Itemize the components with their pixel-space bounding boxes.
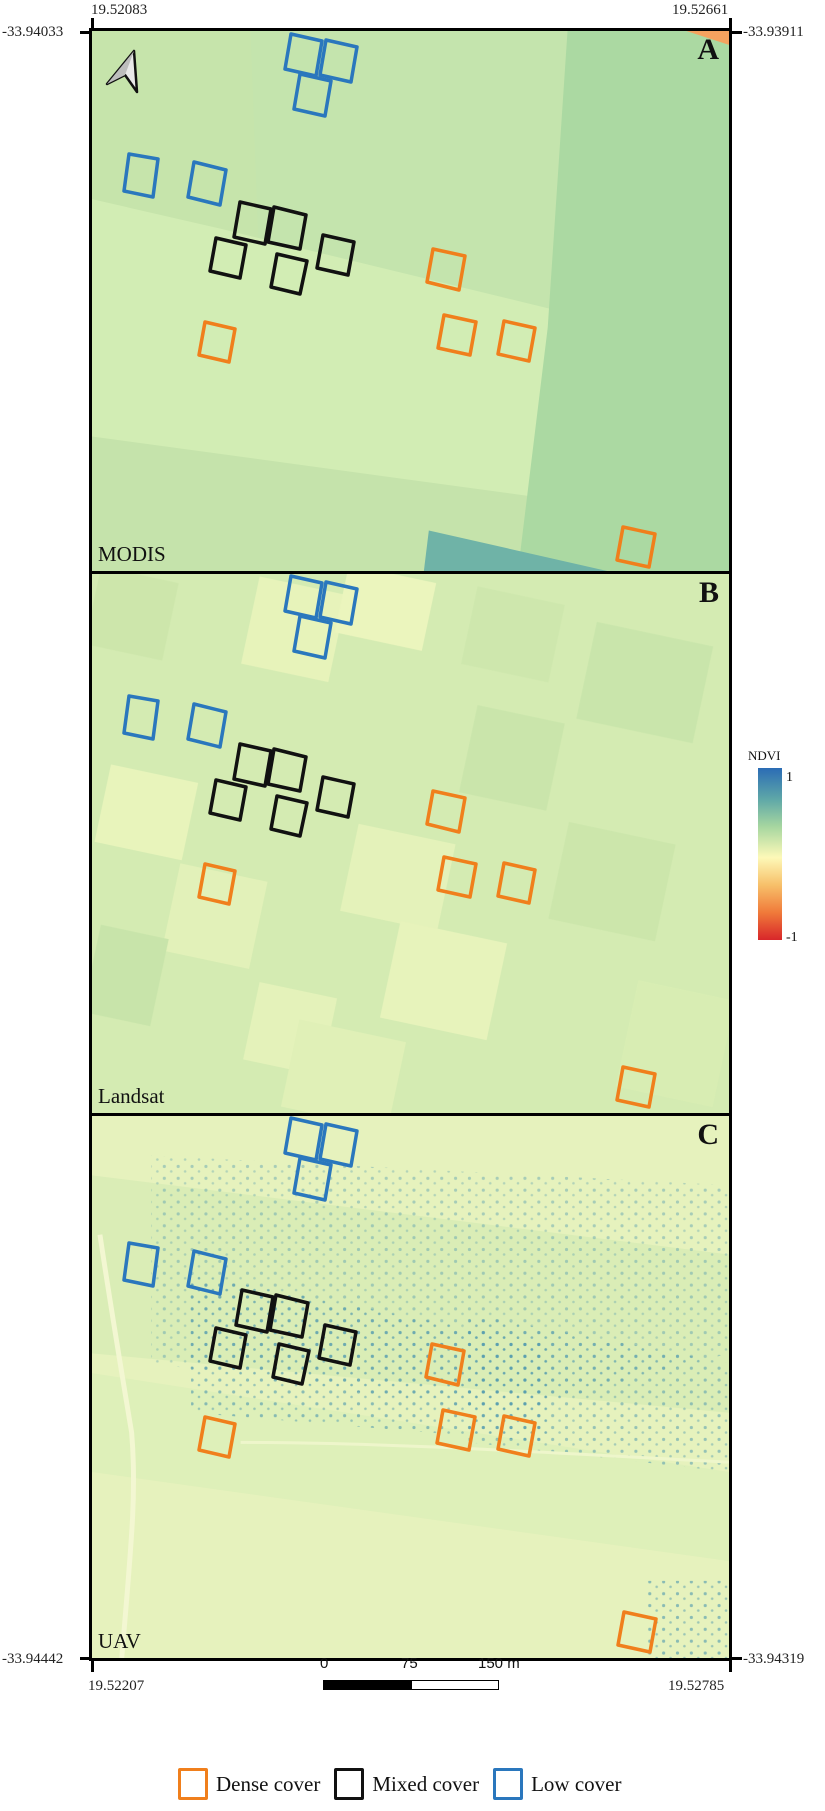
panel-uav: C UAV <box>89 1113 732 1661</box>
plot-dense-cover <box>425 789 467 834</box>
scale-bar <box>323 1680 499 1690</box>
plot-low-cover <box>283 32 324 78</box>
panel-modis: A MODIS <box>89 28 732 574</box>
sensor-label-landsat: Landsat <box>98 1084 165 1108</box>
plot-mixed-cover <box>269 794 309 838</box>
plot-low-cover <box>186 702 228 749</box>
plot-mixed-cover <box>234 1288 275 1334</box>
plot-dense-cover <box>435 1408 477 1452</box>
plot-dense-cover <box>425 247 467 292</box>
top-right-latitude: -33.93911 <box>743 24 804 40</box>
plot-low-cover <box>292 1156 333 1202</box>
cover-legend: Dense cover Mixed cover Low cover <box>178 1768 627 1800</box>
plot-dense-cover <box>496 319 537 363</box>
plot-dense-cover <box>615 525 657 569</box>
plot-low-cover <box>122 152 160 199</box>
plot-dense-cover <box>197 1415 237 1459</box>
legend-item-low: Low cover <box>493 1768 621 1800</box>
top-right-longitude: 19.52661 <box>672 2 729 18</box>
plot-mixed-cover <box>232 742 273 788</box>
top-left-longitude: 19.52083 <box>91 2 148 18</box>
plot-mixed-cover <box>315 233 356 277</box>
tick-mark <box>91 18 94 30</box>
scale-bar-segment <box>324 1681 412 1689</box>
plot-markers <box>122 1116 658 1654</box>
plot-dense-cover <box>436 855 478 899</box>
mixed-cover-swatch-icon <box>334 1768 365 1800</box>
plot-low-cover <box>122 1241 160 1288</box>
plot-dense-cover <box>496 861 537 905</box>
tick-mark <box>80 31 90 34</box>
plot-markers <box>122 32 657 569</box>
tick-mark <box>729 18 732 30</box>
plot-low-cover <box>186 160 228 207</box>
panel-letter-a: A <box>697 33 719 66</box>
ndvi-min-label: -1 <box>786 930 798 945</box>
north-arrow-icon <box>105 49 139 94</box>
dense-cover-swatch-icon <box>178 1768 208 1800</box>
plot-mixed-cover <box>208 778 248 822</box>
plot-mixed-cover <box>266 205 308 251</box>
low-cover-swatch-icon <box>493 1768 524 1800</box>
plot-low-cover <box>318 1122 359 1168</box>
scale-label-150: 150 m <box>478 1655 520 1672</box>
plot-low-cover <box>292 72 333 118</box>
plot-low-cover <box>318 580 359 626</box>
legend-label-mixed: Mixed cover <box>372 1771 480 1796</box>
panel-landsat: B Landsat <box>89 571 732 1116</box>
plot-low-cover <box>318 38 359 84</box>
plot-low-cover <box>283 574 324 620</box>
plot-mixed-cover <box>266 747 308 793</box>
legend-item-dense: Dense cover <box>178 1768 320 1800</box>
plot-mixed-cover <box>271 1342 311 1386</box>
plot-mixed-cover <box>208 236 248 280</box>
tick-mark <box>732 31 742 34</box>
modis-ndvi-raster <box>92 31 729 571</box>
plot-dense-cover <box>616 1610 658 1654</box>
sensor-label-uav: UAV <box>98 1629 141 1653</box>
plot-dense-cover <box>197 320 237 364</box>
plot-mixed-cover <box>208 1326 248 1370</box>
tick-mark <box>732 1657 742 1660</box>
plot-mixed-cover <box>317 1323 358 1367</box>
plot-low-cover <box>186 1249 228 1296</box>
legend-item-mixed: Mixed cover <box>334 1768 479 1800</box>
plot-mixed-cover <box>268 1293 310 1339</box>
sensor-label-modis: MODIS <box>98 542 166 566</box>
ndvi-color-ramp <box>758 768 782 940</box>
ndvi-max-label: 1 <box>786 770 793 785</box>
plot-mixed-cover <box>269 252 309 296</box>
ndvi-legend-title: NDVI <box>748 748 781 763</box>
plot-dense-cover <box>496 1414 537 1458</box>
bottom-left-longitude: 19.52207 <box>88 1678 145 1694</box>
plot-low-cover <box>122 694 160 741</box>
plot-low-cover <box>292 614 333 660</box>
plot-low-cover <box>283 1116 324 1162</box>
plot-dense-cover <box>615 1065 657 1109</box>
panel-letter-c: C <box>697 1118 719 1151</box>
bottom-right-latitude: -33.94319 <box>743 1651 805 1667</box>
bottom-left-latitude: -33.94442 <box>2 1651 64 1667</box>
legend-label-low: Low cover <box>531 1771 622 1796</box>
uav-ndvi-raster <box>92 1116 729 1658</box>
tick-mark <box>80 1657 90 1660</box>
legend-label-dense: Dense cover <box>216 1771 321 1796</box>
plot-dense-cover <box>197 862 237 906</box>
landsat-ndvi-raster <box>92 574 729 1113</box>
bottom-right-longitude: 19.52785 <box>668 1678 725 1694</box>
plot-dense-cover <box>436 313 478 357</box>
plot-mixed-cover <box>232 200 273 246</box>
plot-mixed-cover <box>315 775 356 819</box>
tick-mark <box>729 1660 732 1672</box>
plot-dense-cover <box>424 1342 466 1387</box>
tick-mark <box>91 1660 94 1672</box>
top-left-latitude: -33.94033 <box>2 24 64 40</box>
scale-label-0: 0 <box>320 1655 329 1672</box>
plot-markers <box>122 574 657 1109</box>
scale-label-75: 75 <box>401 1655 418 1672</box>
panel-letter-b: B <box>698 576 719 609</box>
